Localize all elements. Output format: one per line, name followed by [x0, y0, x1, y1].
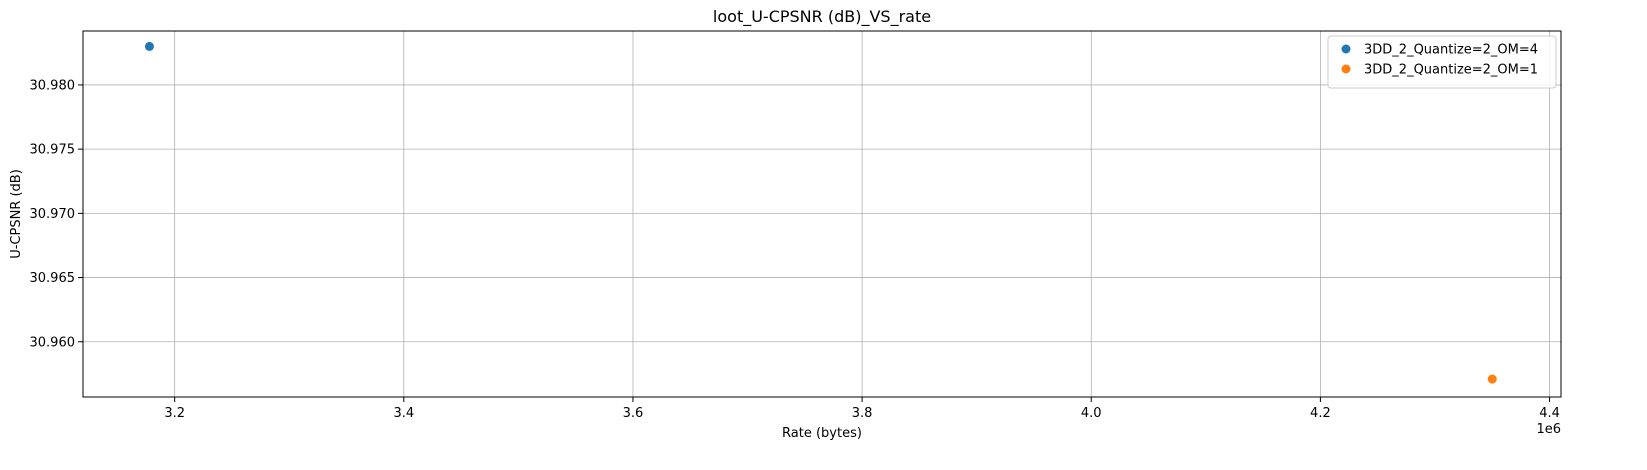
y-tick-label: 30.975 — [30, 143, 76, 158]
chart-title: loot_U-CPSNR (dB)_VS_rate — [713, 7, 931, 27]
legend-marker — [1341, 64, 1351, 74]
y-tick-label: 30.965 — [30, 271, 76, 286]
x-axis-label: Rate (bytes) — [782, 426, 862, 441]
x-tick-label: 3.6 — [623, 406, 644, 421]
x-tick-label: 3.8 — [852, 406, 873, 421]
data-point-series-2 — [1487, 374, 1497, 384]
y-axis-ticks: 30.960 30.965 30.970 30.975 30.980 — [30, 78, 83, 350]
y-tick-label: 30.960 — [30, 335, 76, 350]
x-tick-label: 4.0 — [1081, 406, 1102, 421]
plot-frame — [82, 30, 1562, 398]
legend-label: 3DD_2_Quantize=2_OM=4 — [1364, 43, 1538, 58]
x-axis-ticks: 3.2 3.4 3.6 3.8 4.0 4.2 4.4 — [164, 397, 1560, 421]
legend-items: 3DD_2_Quantize=2_OM=4 3DD_2_Quantize=2_OM… — [1341, 43, 1538, 78]
x-tick-label: 4.4 — [1539, 406, 1560, 421]
data-point-series-1 — [144, 41, 154, 51]
y-tick-label: 30.980 — [30, 78, 76, 93]
y-tick-label: 30.970 — [30, 207, 76, 222]
legend-label: 3DD_2_Quantize=2_OM=1 — [1364, 63, 1538, 78]
data-points — [144, 41, 1497, 384]
y-axis-label: U-CPSNR (dB) — [9, 169, 24, 259]
x-tick-label: 3.4 — [393, 406, 414, 421]
x-tick-label: 4.2 — [1310, 406, 1331, 421]
x-tick-label: 3.2 — [164, 406, 185, 421]
x-axis-offset-label: 1e6 — [1536, 422, 1561, 437]
legend: 3DD_2_Quantize=2_OM=4 3DD_2_Quantize=2_OM… — [1327, 35, 1557, 89]
legend-box — [1327, 35, 1557, 89]
legend-marker — [1341, 44, 1351, 54]
grid-lines — [83, 31, 1561, 397]
